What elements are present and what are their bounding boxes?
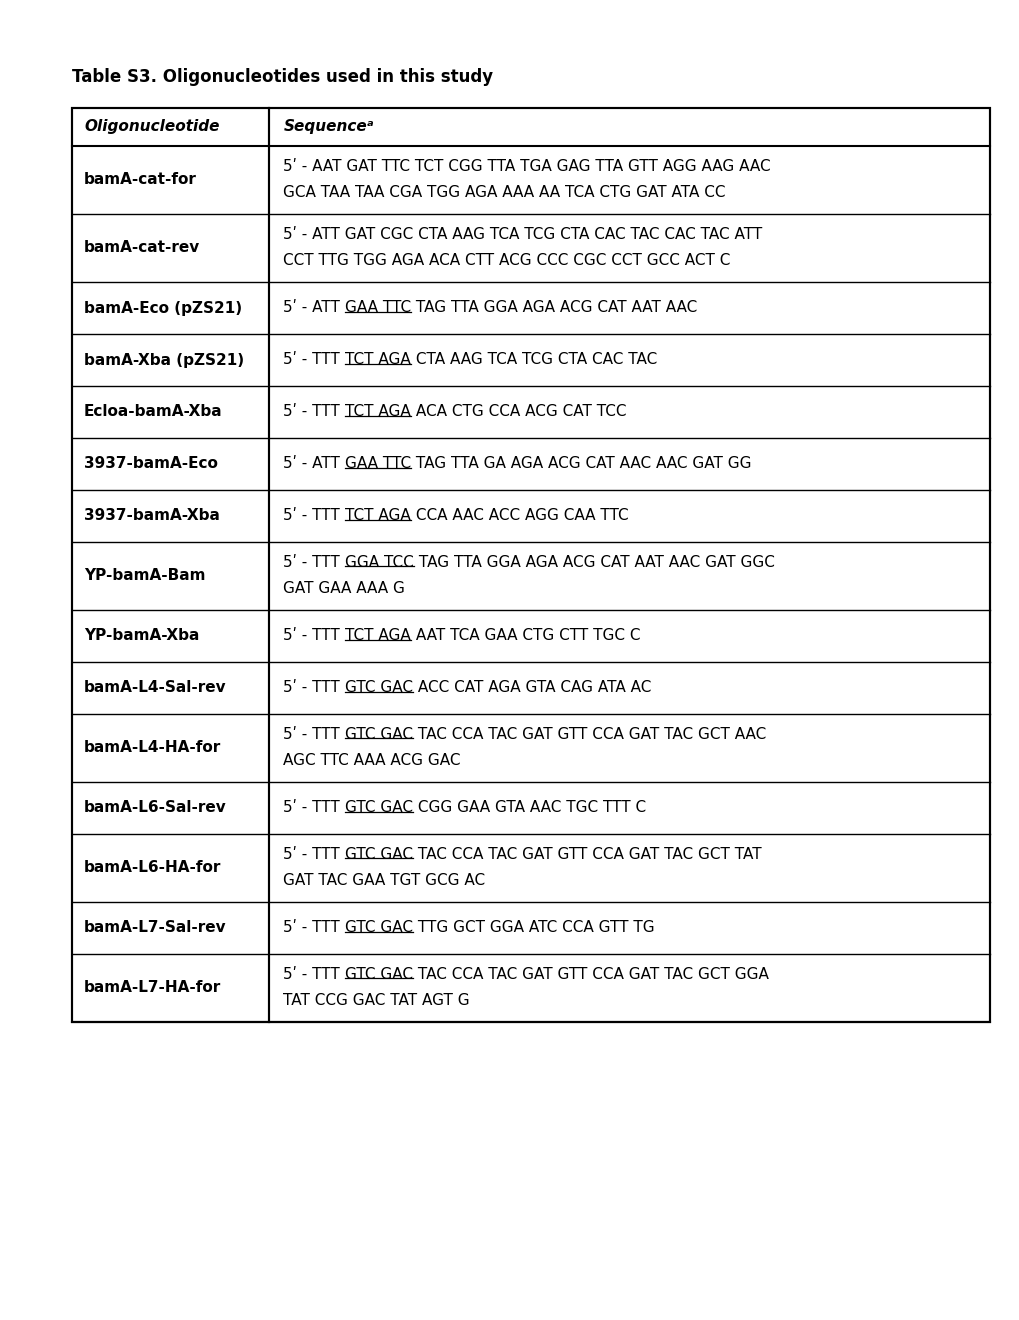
Text: 5ʹ - TTT: 5ʹ - TTT [283,554,344,570]
Text: 5ʹ - TTT: 5ʹ - TTT [283,966,344,982]
Text: TCT AGA: TCT AGA [344,352,411,367]
Text: GAT GAA AAA G: GAT GAA AAA G [283,581,405,595]
Text: 5ʹ - TTT: 5ʹ - TTT [283,352,344,367]
Text: CCT TTG TGG AGA ACA CTT ACG CCC CGC CCT GCC ACT C: CCT TTG TGG AGA ACA CTT ACG CCC CGC CCT … [283,252,730,268]
Text: 5ʹ - ATT: 5ʹ - ATT [283,457,344,471]
Text: bamA-L7-Sal-rev: bamA-L7-Sal-rev [84,920,226,936]
Text: ACC CAT AGA GTA CAG ATA AC: ACC CAT AGA GTA CAG ATA AC [413,681,651,696]
Text: TAG TTA GA AGA ACG CAT AAC AAC GAT GG: TAG TTA GA AGA ACG CAT AAC AAC GAT GG [411,457,751,471]
Text: CGG GAA GTA AAC TGC TTT C: CGG GAA GTA AAC TGC TTT C [413,800,645,816]
Text: TCT AGA: TCT AGA [344,508,411,524]
Text: 5ʹ - AAT GAT TTC TCT CGG TTA TGA GAG TTA GTT AGG AAG AAC: 5ʹ - AAT GAT TTC TCT CGG TTA TGA GAG TTA… [283,158,770,174]
Text: GCA TAA TAA CGA TGG AGA AAA AA TCA CTG GAT ATA CC: GCA TAA TAA CGA TGG AGA AAA AA TCA CTG G… [283,185,726,199]
Text: CTA AAG TCA TCG CTA CAC TAC: CTA AAG TCA TCG CTA CAC TAC [411,352,656,367]
Text: TCT AGA: TCT AGA [344,628,411,644]
Text: 5ʹ - ATT GAT CGC CTA AAG TCA TCG CTA CAC TAC CAC TAC ATT: 5ʹ - ATT GAT CGC CTA AAG TCA TCG CTA CAC… [283,227,762,242]
Text: YP-bamA-Xba: YP-bamA-Xba [84,628,199,644]
Text: GAA TTC: GAA TTC [344,457,411,471]
Text: AGC TTC AAA ACG GAC: AGC TTC AAA ACG GAC [283,752,461,768]
Text: GGA TCC: GGA TCC [344,554,414,570]
Text: TAC CCA TAC GAT GTT CCA GAT TAC GCT AAC: TAC CCA TAC GAT GTT CCA GAT TAC GCT AAC [413,727,765,742]
Text: Sequenceᵃ: Sequenceᵃ [283,120,374,135]
Text: 5ʹ - TTT: 5ʹ - TTT [283,404,344,420]
Text: GTC GAC: GTC GAC [344,800,413,816]
Text: 5ʹ - TTT: 5ʹ - TTT [283,847,344,862]
Text: 5ʹ - ATT: 5ʹ - ATT [283,301,344,315]
Text: GTC GAC: GTC GAC [344,847,413,862]
Text: 5ʹ - TTT: 5ʹ - TTT [283,681,344,696]
Text: TAC CCA TAC GAT GTT CCA GAT TAC GCT GGA: TAC CCA TAC GAT GTT CCA GAT TAC GCT GGA [413,966,768,982]
Text: bamA-Eco (pZS21): bamA-Eco (pZS21) [84,301,242,315]
Text: GTC GAC: GTC GAC [344,681,413,696]
Bar [72,108,989,1022]
Text: 3937-bamA-Eco: 3937-bamA-Eco [84,457,218,471]
Text: bamA-L4-HA-for: bamA-L4-HA-for [84,741,221,755]
Text: 5ʹ - TTT: 5ʹ - TTT [283,727,344,742]
Text: bamA-L4-Sal-rev: bamA-L4-Sal-rev [84,681,226,696]
Text: bamA-cat-rev: bamA-cat-rev [84,240,200,256]
Text: GTC GAC: GTC GAC [344,920,413,936]
Text: bamA-L6-HA-for: bamA-L6-HA-for [84,861,221,875]
Text: bamA-cat-for: bamA-cat-for [84,173,197,187]
Text: 5ʹ - TTT: 5ʹ - TTT [283,800,344,816]
Text: Ecloa-bamA-Xba: Ecloa-bamA-Xba [84,404,222,420]
Text: AAT TCA GAA CTG CTT TGC C: AAT TCA GAA CTG CTT TGC C [411,628,640,644]
Text: TTG GCT GGA ATC CCA GTT TG: TTG GCT GGA ATC CCA GTT TG [413,920,654,936]
Text: Table S3. Oligonucleotides used in this study: Table S3. Oligonucleotides used in this … [72,69,492,86]
Text: bamA-L6-Sal-rev: bamA-L6-Sal-rev [84,800,226,816]
Text: GAT TAC GAA TGT GCG AC: GAT TAC GAA TGT GCG AC [283,873,485,888]
Text: Oligonucleotide: Oligonucleotide [84,120,219,135]
Text: YP-bamA-Bam: YP-bamA-Bam [84,569,205,583]
Text: CCA AAC ACC AGG CAA TTC: CCA AAC ACC AGG CAA TTC [411,508,628,524]
Text: 3937-bamA-Xba: 3937-bamA-Xba [84,508,220,524]
Text: TAT CCG GAC TAT AGT G: TAT CCG GAC TAT AGT G [283,993,470,1007]
Text: TAG TTA GGA AGA ACG CAT AAT AAC GAT GGC: TAG TTA GGA AGA ACG CAT AAT AAC GAT GGC [414,554,773,570]
Text: GTC GAC: GTC GAC [344,966,413,982]
Text: TCT AGA: TCT AGA [344,404,411,420]
Text: TAC CCA TAC GAT GTT CCA GAT TAC GCT TAT: TAC CCA TAC GAT GTT CCA GAT TAC GCT TAT [413,847,761,862]
Text: bamA-L7-HA-for: bamA-L7-HA-for [84,981,221,995]
Text: TAG TTA GGA AGA ACG CAT AAT AAC: TAG TTA GGA AGA ACG CAT AAT AAC [411,301,697,315]
Bar [72,108,989,1022]
Text: GAA TTC: GAA TTC [344,301,411,315]
Text: GTC GAC: GTC GAC [344,727,413,742]
Text: 5ʹ - TTT: 5ʹ - TTT [283,920,344,936]
Text: ACA CTG CCA ACG CAT TCC: ACA CTG CCA ACG CAT TCC [411,404,626,420]
Text: bamA-Xba (pZS21): bamA-Xba (pZS21) [84,352,244,367]
Text: 5ʹ - TTT: 5ʹ - TTT [283,628,344,644]
Text: 5ʹ - TTT: 5ʹ - TTT [283,508,344,524]
